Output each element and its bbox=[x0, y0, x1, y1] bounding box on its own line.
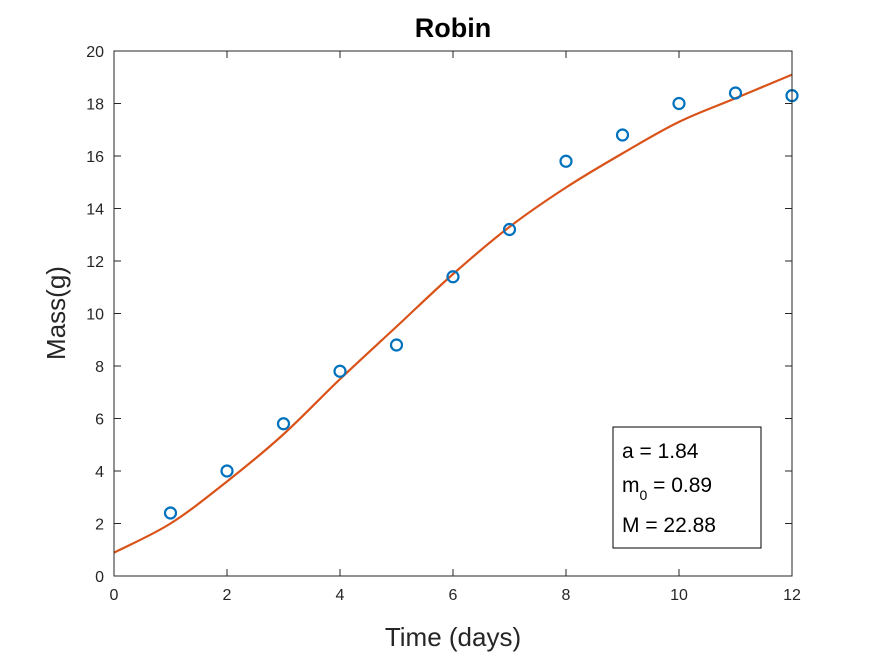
data-point bbox=[728, 86, 743, 100]
annotation-frame bbox=[612, 426, 762, 549]
data-point bbox=[220, 464, 234, 478]
tick-labels: 0 2 4 6 8 10 12 0 2 4 6 8 10 12 14 16 18 20 bbox=[86, 44, 801, 604]
fit-curve bbox=[113, 73, 793, 554]
x-tick-label: 2 bbox=[223, 587, 232, 604]
y-tick-label: 20 bbox=[86, 44, 104, 61]
annotation-box: a = 1.84 m0 = 0.89 M = 22.88 bbox=[612, 426, 762, 549]
y-tick-label: 8 bbox=[95, 359, 104, 376]
data-point bbox=[163, 506, 178, 520]
annotation-line-a: a = 1.84 bbox=[622, 440, 699, 463]
x-tick-label: 10 bbox=[670, 587, 688, 604]
data-point bbox=[502, 222, 517, 237]
data-point bbox=[559, 154, 573, 168]
y-tick-label: 18 bbox=[86, 97, 104, 114]
annotation-line-M: M = 22.88 bbox=[622, 514, 716, 537]
data-point bbox=[615, 128, 630, 142]
x-tick-label: 12 bbox=[783, 587, 801, 604]
data-point bbox=[446, 270, 460, 284]
x-tick-label: 4 bbox=[336, 587, 345, 604]
y-tick-label: 16 bbox=[86, 149, 104, 166]
y-tick-label: 6 bbox=[95, 412, 104, 429]
annotation-m0-base: m bbox=[622, 474, 640, 497]
y-axis-label: Mass(g) bbox=[41, 266, 71, 360]
x-tick-label: 0 bbox=[110, 587, 119, 604]
annotation-line-m0: m0 = 0.89 bbox=[622, 474, 712, 503]
x-axis-label: Time (days) bbox=[385, 622, 521, 652]
data-point bbox=[276, 417, 291, 431]
y-tick-label: 10 bbox=[86, 307, 104, 324]
y-tick-label: 2 bbox=[95, 517, 104, 534]
fit-curve-layer bbox=[113, 73, 793, 554]
chart-title: Robin bbox=[415, 13, 491, 43]
x-tick-label: 8 bbox=[562, 587, 571, 604]
y-tick-label: 12 bbox=[86, 254, 104, 271]
y-tick-label: 14 bbox=[86, 202, 104, 219]
data-point bbox=[672, 96, 686, 111]
axes bbox=[113, 50, 793, 577]
data-point bbox=[389, 338, 404, 352]
data-point bbox=[333, 364, 347, 378]
x-tick-label: 6 bbox=[449, 587, 458, 604]
data-markers-layer bbox=[163, 86, 799, 520]
y-tick-label: 0 bbox=[95, 569, 104, 586]
y-tick-label: 4 bbox=[95, 464, 104, 481]
annotation-m0-value: = 0.89 bbox=[647, 474, 712, 497]
annotation-m0-subscript: 0 bbox=[640, 487, 648, 503]
